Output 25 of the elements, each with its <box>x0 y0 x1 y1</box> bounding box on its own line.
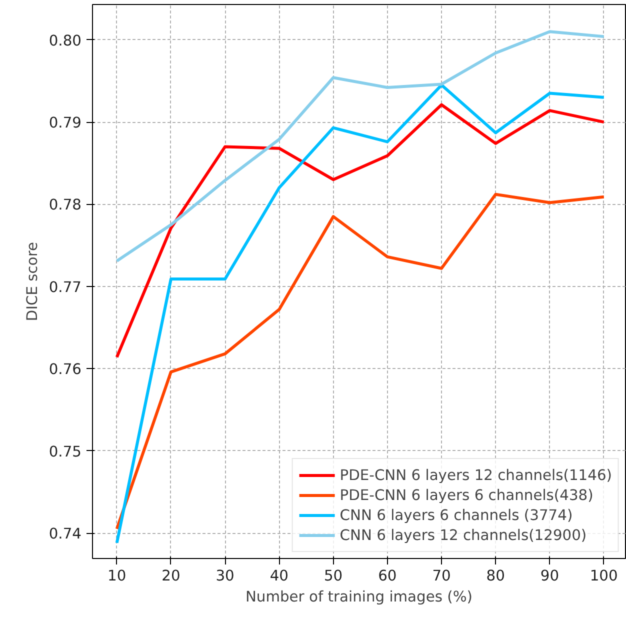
y-tick-label: 0.75 <box>48 443 82 460</box>
x-tick-label: 90 <box>540 568 560 584</box>
x-tick-label: 30 <box>216 568 234 584</box>
x-tick-label: 80 <box>486 568 505 584</box>
y-axis-title: DICE score <box>24 242 41 322</box>
y-tick-label: 0.74 <box>48 526 82 543</box>
x-tick-label: 10 <box>108 568 126 584</box>
legend-label: CNN 6 layers 12 channels(12900) <box>340 526 587 544</box>
legend-label: CNN 6 layers 6 channels (3774) <box>340 506 573 524</box>
legend-label: PDE-CNN 6 layers 12 channels(1146) <box>340 466 612 484</box>
x-axis-title: Number of training images (%) <box>245 588 473 606</box>
x-tick-label: 50 <box>324 568 343 584</box>
y-tick-label: 0.76 <box>48 361 82 378</box>
y-tick-label: 0.78 <box>48 196 82 214</box>
x-tick-label: 40 <box>270 568 289 584</box>
y-tick-label: 0.80 <box>48 32 82 50</box>
y-tick-label: 0.79 <box>48 114 82 132</box>
line-series <box>115 103 606 359</box>
line-series <box>115 30 606 262</box>
legend-label: PDE-CNN 6 layers 6 channels(438) <box>340 486 594 504</box>
x-tick-label: 20 <box>162 568 180 584</box>
y-tick-label: 0.77 <box>48 278 82 296</box>
x-tick-label: 100 <box>590 568 618 584</box>
x-tick-label: 60 <box>378 568 397 584</box>
x-tick-label: 70 <box>432 568 451 584</box>
